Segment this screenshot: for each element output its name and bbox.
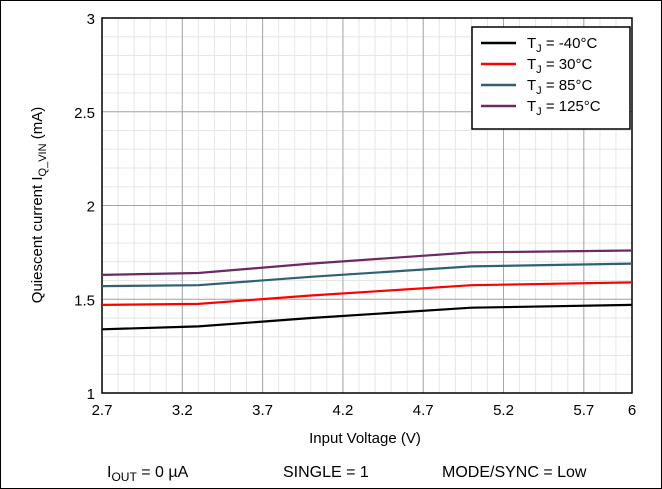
legend-label-main: T — [527, 98, 536, 115]
legend-label-main: T — [527, 77, 536, 94]
footer-iout: IOUT = 0 µA — [107, 464, 189, 484]
footer-single: SINGLE = 1 — [283, 464, 369, 481]
x-tick-label: 4.7 — [413, 402, 434, 419]
y-axis-title-unit: (mA) — [29, 107, 46, 144]
x-tick-label: 4.2 — [332, 402, 353, 419]
legend-label-rest: = 125°C — [542, 98, 601, 115]
y-tick-labels: 1 1.5 2 2.5 3 — [74, 11, 95, 403]
legend-label-rest: = 85°C — [542, 77, 593, 94]
y-tick-label: 2 — [87, 199, 95, 216]
x-tick-label: 2.7 — [92, 402, 113, 419]
legend-label-rest: = -40°C — [542, 35, 598, 52]
legend-label-2: TJ = 30°C — [527, 56, 592, 76]
legend-label-subscript: J — [536, 85, 542, 97]
x-tick-label: 5.7 — [573, 402, 594, 419]
x-tick-label: 5.2 — [493, 402, 514, 419]
conditions-footer: IOUT = 0 µA SINGLE = 1 MODE/SYNC = Low — [107, 464, 587, 484]
y-axis-title: Quiescent current IQ_VIN (mA) — [29, 107, 49, 303]
x-tick-labels: 2.7 3.2 3.7 4.2 4.7 5.2 5.7 6 — [92, 402, 637, 419]
x-tick-label: 3.2 — [172, 402, 193, 419]
legend-label-4: TJ = 125°C — [527, 98, 601, 118]
footer-iout-rest: = 0 µA — [137, 464, 189, 481]
y-tick-label: 1.5 — [74, 292, 95, 309]
footer-iout-subscript: OUT — [111, 470, 137, 484]
series-line-2 — [101, 281, 633, 306]
legend-label-subscript: J — [536, 64, 542, 76]
y-tick-label: 2.5 — [74, 105, 95, 122]
x-tick-label: 3.7 — [252, 402, 273, 419]
footer-mode: MODE/SYNC = Low — [442, 464, 587, 481]
legend-label-main: T — [527, 35, 536, 52]
series-line-3 — [101, 262, 633, 288]
plot-area-border — [101, 17, 633, 394]
x-axis-title: Input Voltage (V) — [309, 430, 421, 447]
series-lines — [101, 249, 633, 331]
y-tick-label: 3 — [87, 11, 95, 28]
series-line-4 — [101, 249, 633, 276]
y-tick-label: 1 — [87, 386, 95, 403]
legend-label-subscript: J — [536, 43, 542, 55]
y-axis-title-subscript: Q_VIN — [37, 143, 49, 176]
legend-label-rest: = 30°C — [542, 56, 593, 73]
legend-label-subscript: J — [536, 106, 542, 118]
legend-label-1: TJ = -40°C — [527, 35, 597, 55]
x-tick-label: 6 — [628, 402, 636, 419]
legend-label-3: TJ = 85°C — [527, 77, 592, 97]
series-line-1 — [101, 303, 633, 331]
legend: TJ = -40°CTJ = 30°CTJ = 85°CTJ = 125°C — [471, 26, 631, 130]
footer-iout-main: I — [107, 464, 111, 481]
legend-label-main: T — [527, 56, 536, 73]
y-axis-title-main: Quiescent current I — [29, 176, 46, 303]
